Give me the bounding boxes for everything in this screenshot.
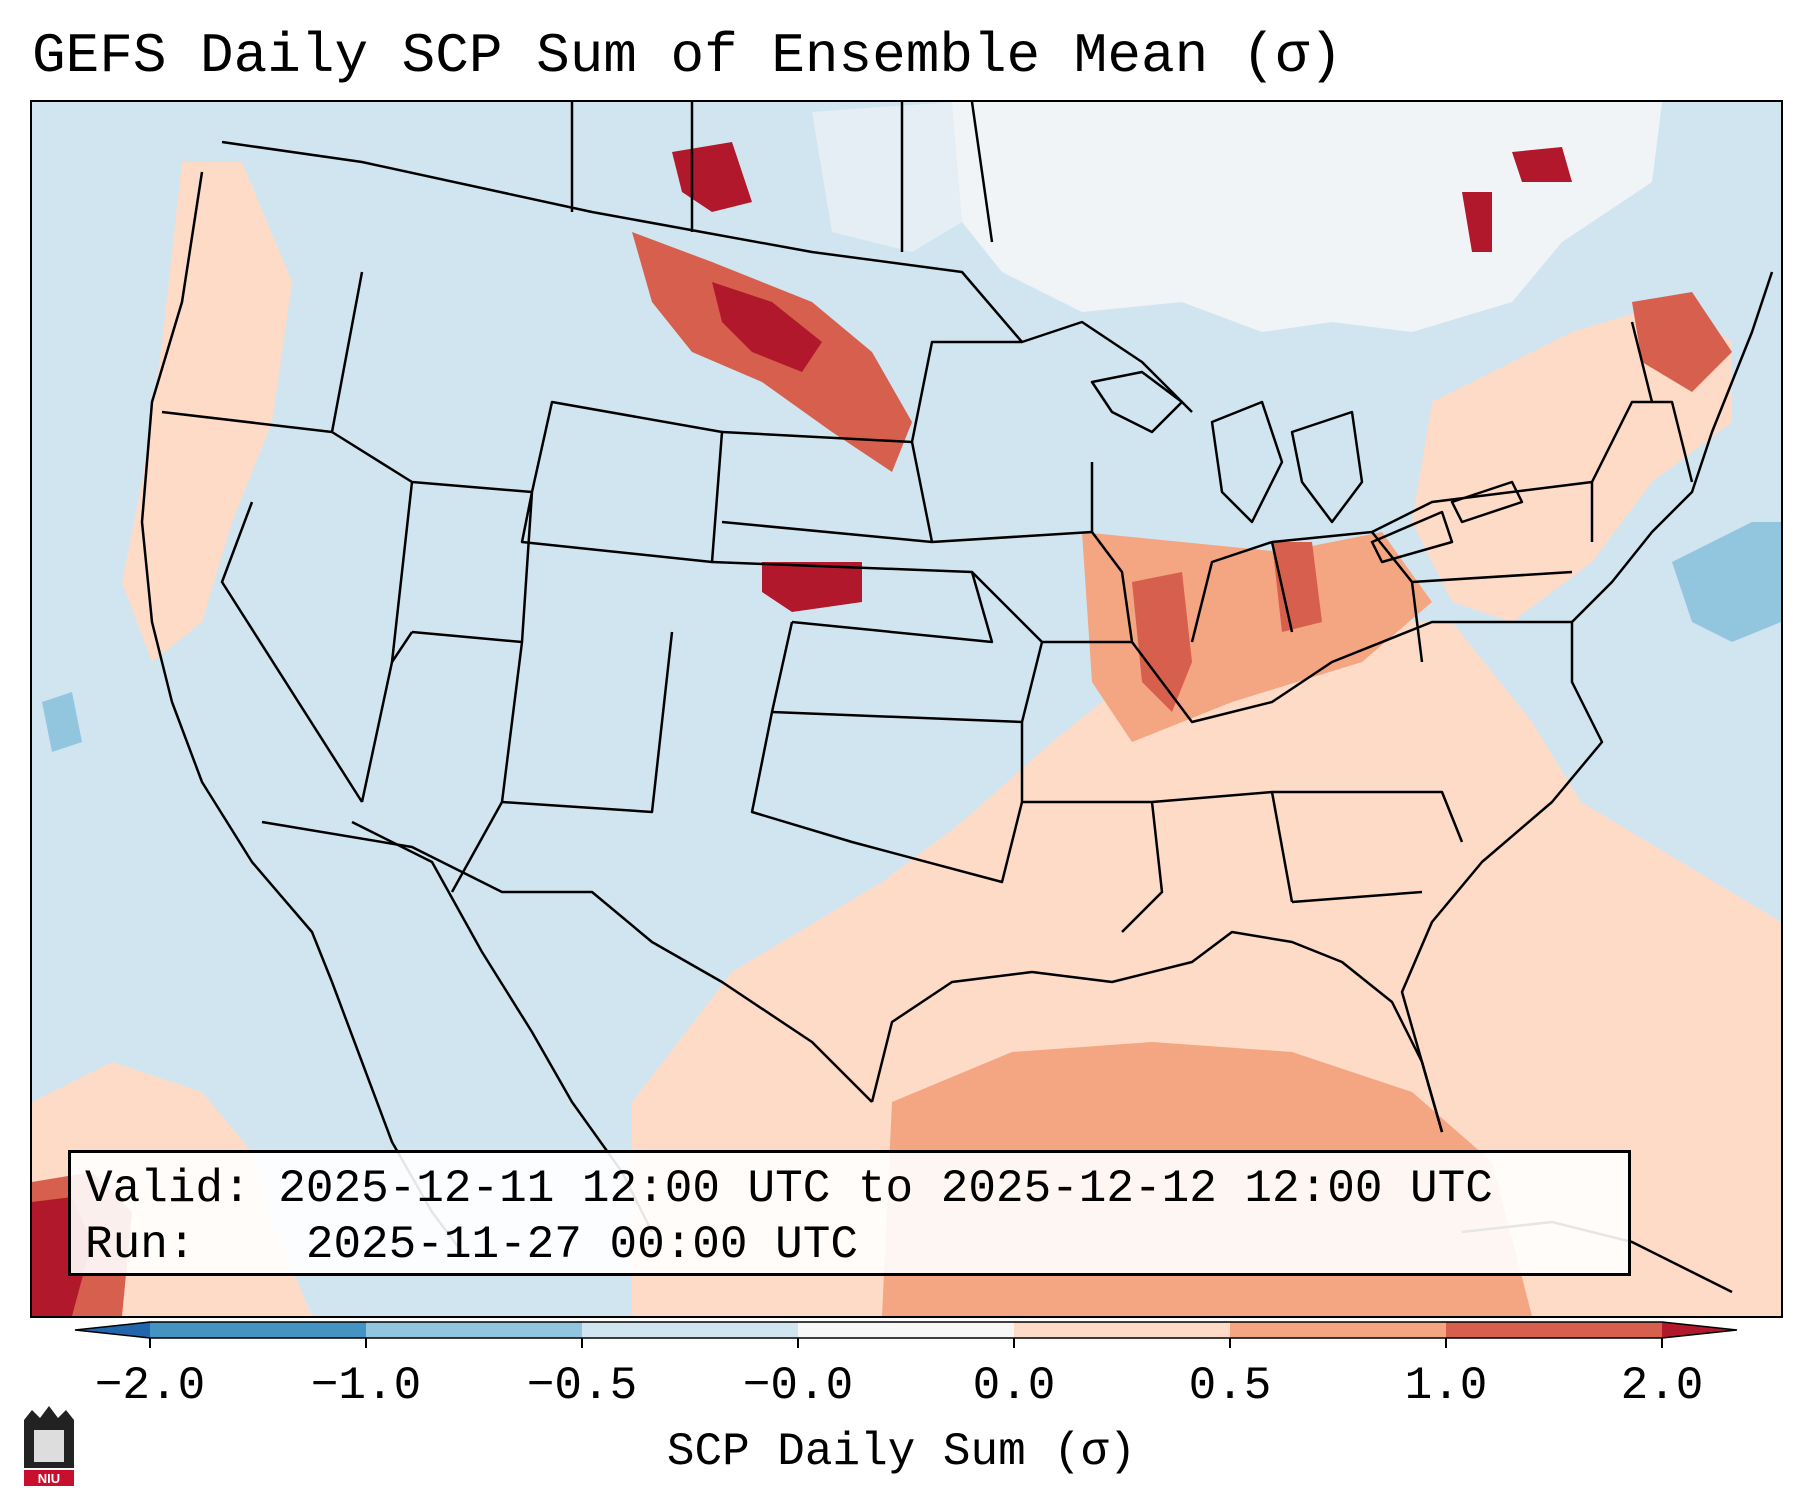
boundary-lines: [140, 102, 1774, 1294]
colorbar-tick-label: 0.5: [1188, 1360, 1272, 1412]
colorbar-tick-label: 1.0: [1404, 1360, 1488, 1412]
colorbar-label: SCP Daily Sum (σ): [666, 1426, 1137, 1478]
colorbar-tick-label: −2.0: [94, 1360, 206, 1412]
state-lines-east: [1022, 321, 1694, 933]
colorbar-tick-label: −0.0: [742, 1360, 854, 1412]
colorbar-tick-label: −1.0: [310, 1360, 422, 1412]
east-coast: [1400, 271, 1774, 1133]
colorbar-segments: [75, 1322, 1737, 1338]
run-label: Run:: [85, 1219, 196, 1271]
colorbar-over-extension: [1662, 1322, 1737, 1338]
colorbar-tick-label: −0.5: [526, 1360, 638, 1412]
niu-logo: NIU: [24, 1406, 74, 1486]
valid-label: Valid:: [85, 1163, 251, 1215]
us-canada-border: [221, 140, 1193, 413]
colorbar-tick-label: 0.0: [972, 1360, 1056, 1412]
colorbar: [74, 1321, 1738, 1348]
canada-provincial-lines: [570, 102, 994, 252]
us-west-coast: [140, 171, 334, 983]
chart-title: GEFS Daily SCP Sum of Ensemble Mean (σ): [32, 24, 1343, 88]
colorbar-bin: [366, 1322, 583, 1338]
positive-region-pacific-nw: [122, 162, 292, 662]
valid-value: 2025-12-11 12:00 UTC to 2025-12-12 12:00…: [278, 1163, 1493, 1215]
colorbar-ticks: [149, 1338, 1663, 1348]
near-zero-region-canada: [952, 102, 1662, 332]
colorbar-bin: [150, 1322, 367, 1338]
near-zero-region-canada-2: [812, 102, 962, 252]
state-lines-central: [711, 340, 1134, 884]
max-positive-northern-plains-core: [712, 282, 822, 372]
map-panel[interactable]: [30, 100, 1783, 1318]
run-value: 2025-11-27 00:00 UTC: [305, 1219, 858, 1271]
colorbar-bin: [1230, 1322, 1447, 1338]
great-lakes: [1090, 370, 1524, 564]
validity-info-box: Valid: 2025-12-11 12:00 UTC to 2025-12-1…: [68, 1150, 1631, 1276]
colorbar-tick-label: 2.0: [1620, 1360, 1704, 1412]
state-lines-west: [161, 271, 724, 893]
colorbar-bin: [1014, 1322, 1231, 1338]
strong-positive-quebec-2: [1462, 192, 1492, 252]
us-mexico-border: [261, 820, 873, 1103]
negative-region-pacific: [42, 692, 82, 752]
colorbar-bin: [582, 1322, 799, 1338]
strong-positive-illinois: [1132, 572, 1192, 712]
strong-positive-quebec: [1512, 147, 1572, 182]
positive-region-northeast: [1412, 302, 1732, 622]
colorbar-bin: [1446, 1322, 1663, 1338]
strong-positive-northeast: [1632, 292, 1732, 392]
strong-positive-kansas: [762, 562, 862, 612]
strong-positive-indiana: [1272, 542, 1322, 632]
colorbar-under-extension: [75, 1322, 150, 1338]
colorbar-bin: [798, 1322, 1015, 1338]
logo-text: NIU: [38, 1471, 60, 1486]
negative-region-atlantic: [1672, 522, 1781, 642]
colorbar-outline: [74, 1321, 1738, 1339]
gulf-coast: [870, 930, 1444, 1133]
